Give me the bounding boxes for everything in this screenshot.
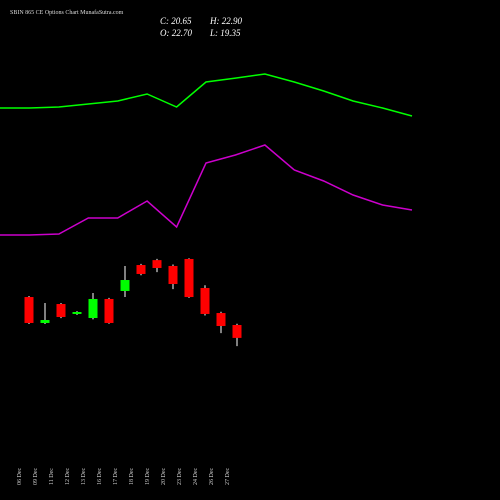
candle-body [104,298,114,323]
x-tick-label: 17 Dec [113,468,119,485]
candle-body [40,320,50,323]
candle-body [216,313,226,327]
high-label: H: 22.90 [209,16,242,26]
x-tick-label: 18 Dec [129,468,135,485]
candle-body [232,324,242,338]
x-tick-label: 24 Dec [193,468,199,485]
x-tick-label: 09 Dec [33,468,39,485]
candle-body [152,260,162,268]
indicator-line [0,73,413,117]
open-label: O: 22.70 [160,28,192,38]
x-tick-label: 20 Dec [161,468,167,485]
low-label: L: 19.35 [209,28,241,38]
candle-body [184,258,194,298]
x-tick-label: 13 Dec [81,468,87,485]
candle-body [56,304,66,317]
x-tick-label: 26 Dec [209,468,215,485]
candle-body [24,297,34,323]
candle-body [120,280,130,291]
indicator-line [0,144,413,236]
close-label: C: 20.65 [160,16,192,26]
chart-title: SBIN 865 CE Options Chart MunafaSutra.co… [10,9,124,16]
x-tick-label: 11 Dec [49,468,55,485]
candle-body [200,288,210,314]
x-tick-label: 12 Dec [65,468,71,485]
candle-body [72,312,82,314]
x-tick-label: 16 Dec [97,468,103,485]
x-tick-label: 06 Dec [17,468,23,485]
candle-body [88,298,98,319]
x-tick-label: 23 Dec [177,468,183,485]
candle-body [168,265,178,284]
candle-body [136,265,146,274]
x-tick-label: 27 Dec [225,468,231,485]
x-tick-label: 19 Dec [145,468,151,485]
